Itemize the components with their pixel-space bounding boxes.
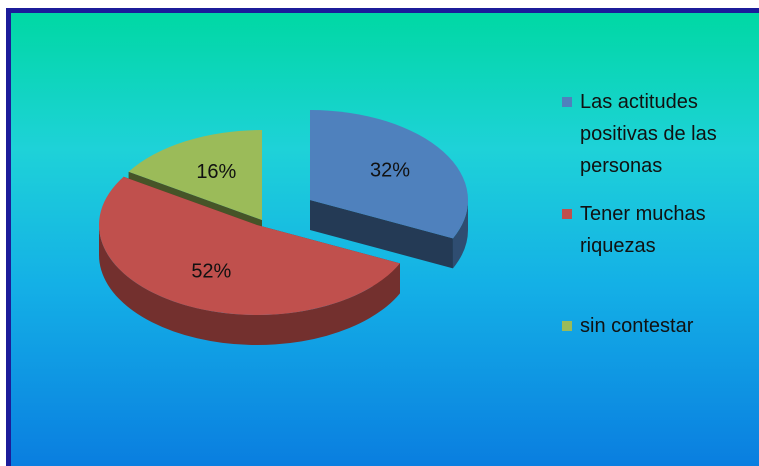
pie-slice <box>128 130 262 220</box>
data-label: 32% <box>370 159 410 181</box>
legend-label: Las actitudes positivas de las personas <box>580 91 717 177</box>
legend-item: sin contestar <box>562 310 752 342</box>
slice-outer-side <box>99 225 400 346</box>
data-label: 16% <box>196 161 236 183</box>
legend-swatch <box>562 209 572 219</box>
legend-swatch <box>562 97 572 107</box>
pie-slice <box>99 176 400 315</box>
slice-outer-side <box>452 200 468 269</box>
legend-label: Tener muchas riquezas <box>580 203 706 257</box>
legend-item: Las actitudes positivas de las personas <box>562 86 752 182</box>
slice-radial-side <box>310 200 453 269</box>
pie-slice <box>310 110 469 239</box>
legend-item: Tener muchas riquezas <box>562 198 752 262</box>
legend-label: sin contestar <box>580 315 694 337</box>
data-label: 52% <box>191 261 231 283</box>
legend-swatch <box>562 321 572 331</box>
